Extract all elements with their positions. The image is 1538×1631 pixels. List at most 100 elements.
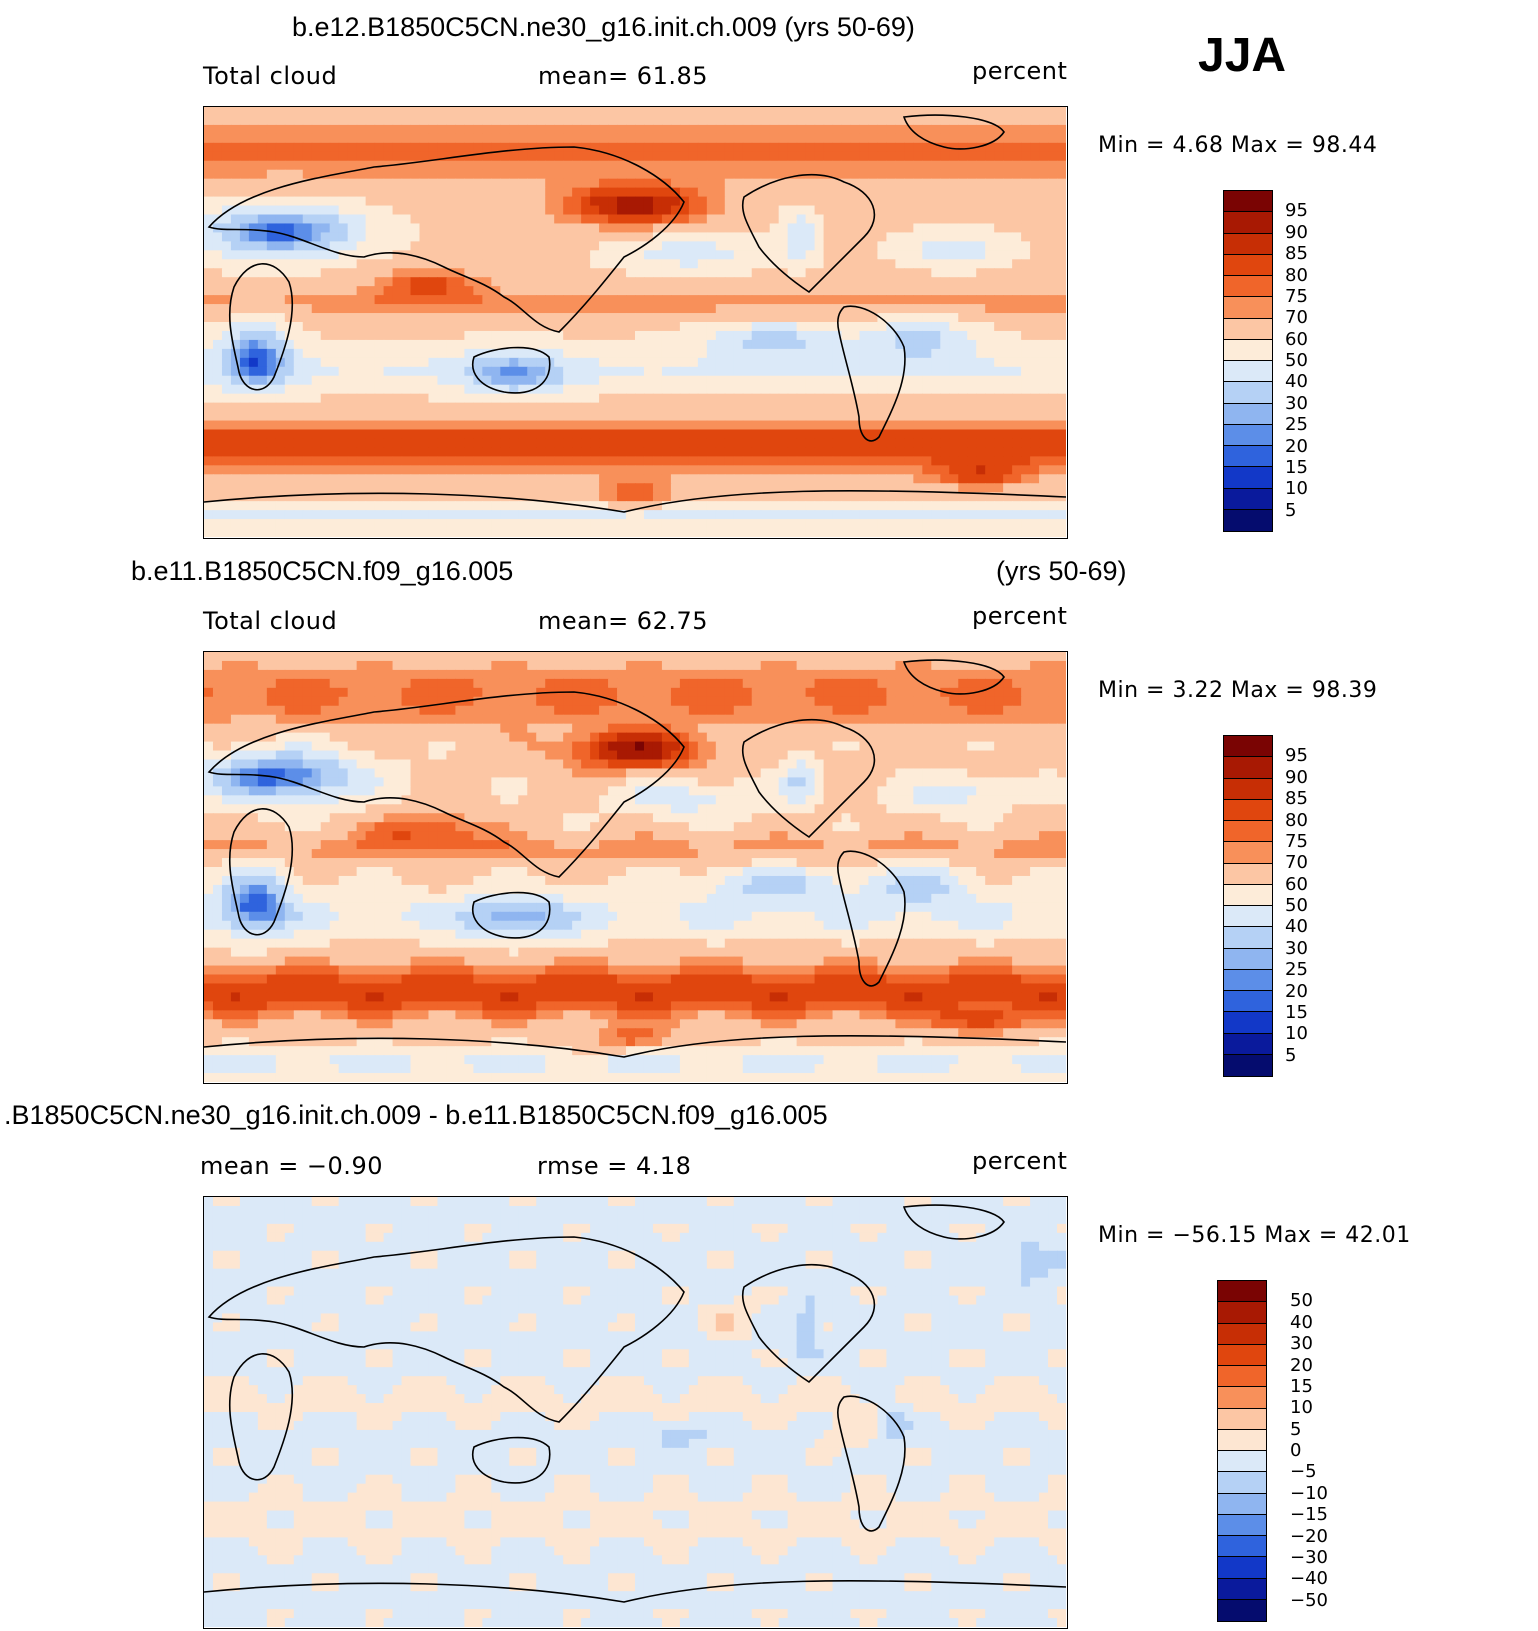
field-cell — [329, 402, 340, 413]
field-cell — [212, 357, 223, 368]
field-cell — [617, 214, 627, 225]
field-cell — [248, 151, 259, 162]
field-cell — [760, 402, 771, 413]
field-cell — [599, 322, 609, 332]
field-cell — [419, 456, 430, 466]
field-cell — [608, 652, 618, 662]
field-cell — [356, 304, 367, 314]
field-cell — [275, 169, 286, 180]
field-cell — [563, 151, 573, 162]
field-cell — [670, 151, 681, 162]
field-cell — [778, 483, 789, 493]
field-cell — [814, 348, 825, 359]
field-cell — [338, 339, 349, 350]
field-cell — [428, 678, 439, 689]
field-cell — [715, 286, 726, 296]
field-cell — [509, 286, 519, 296]
field-cell — [760, 259, 771, 269]
field-cell — [886, 447, 896, 457]
coastline — [837, 305, 906, 442]
field-cell — [895, 142, 905, 153]
field-cell — [715, 151, 726, 162]
field-cell — [266, 107, 277, 117]
field-cell — [204, 510, 214, 520]
field-cell — [266, 465, 277, 475]
field-cell — [1030, 169, 1040, 180]
field-cell — [455, 178, 465, 189]
field-cell — [769, 151, 780, 162]
field-cell — [886, 250, 896, 260]
field-cell — [545, 348, 555, 359]
field-cell — [356, 286, 367, 296]
field-cell — [913, 160, 923, 171]
field-cell — [706, 447, 717, 457]
field-cell — [697, 250, 708, 260]
field-cell — [428, 339, 439, 350]
field-cell — [428, 277, 439, 287]
field-cell — [877, 483, 888, 493]
field-cell — [976, 196, 986, 207]
field-cell — [1048, 411, 1058, 422]
field-cell — [437, 402, 448, 413]
field-cell — [311, 411, 322, 422]
field-cell — [1030, 375, 1040, 386]
field-cell — [958, 483, 968, 493]
field-cell — [832, 107, 843, 117]
field-cell — [1030, 196, 1040, 207]
field-cell — [967, 178, 977, 189]
field-cell — [545, 250, 555, 260]
field-cell — [949, 330, 959, 341]
coastline — [204, 489, 1066, 513]
field-cell — [706, 286, 717, 296]
field-cell — [832, 187, 843, 198]
field-cell — [527, 420, 537, 431]
field-cell — [1030, 474, 1040, 484]
field-cell — [608, 357, 618, 368]
field-cell — [814, 187, 825, 198]
field-cell — [742, 304, 753, 314]
field-cell — [572, 669, 582, 680]
field-cell — [320, 124, 331, 135]
field-cell — [949, 465, 959, 475]
field-cell — [554, 375, 564, 386]
field-cell — [868, 250, 879, 260]
field-cell — [661, 339, 672, 350]
field-cell — [518, 411, 528, 422]
field-cell — [778, 133, 789, 144]
field-cell — [922, 510, 932, 520]
field-cell — [742, 519, 753, 529]
field-cell — [446, 295, 457, 305]
field-cell — [706, 115, 717, 126]
field-cell — [599, 232, 609, 242]
field-cell — [697, 402, 708, 413]
field-cell — [706, 313, 717, 323]
field-cell — [652, 205, 663, 216]
field-cell — [275, 322, 286, 332]
field-cell — [778, 259, 789, 269]
field-cell — [1030, 133, 1040, 144]
field-cell — [563, 402, 573, 413]
field-cell — [635, 142, 645, 153]
field-cell — [814, 205, 825, 216]
field-cell — [626, 178, 636, 189]
field-cell — [688, 304, 699, 314]
field-cell — [581, 133, 591, 144]
field-cell — [221, 232, 232, 242]
field-cell — [670, 465, 681, 475]
field-cell — [204, 151, 214, 162]
field-cell — [275, 447, 286, 457]
field-cell — [284, 151, 295, 162]
field-cell — [617, 348, 627, 359]
field-cell — [895, 339, 905, 350]
field-cell — [419, 124, 430, 135]
field-cell — [536, 447, 546, 457]
field-cell — [410, 187, 421, 198]
field-cell — [473, 366, 483, 377]
field-cell — [563, 660, 573, 671]
field-cell — [697, 142, 708, 153]
field-cell — [239, 160, 250, 171]
field-cell — [877, 250, 888, 260]
field-cell — [931, 339, 941, 350]
field-cell — [787, 402, 798, 413]
field-cell — [527, 124, 537, 135]
